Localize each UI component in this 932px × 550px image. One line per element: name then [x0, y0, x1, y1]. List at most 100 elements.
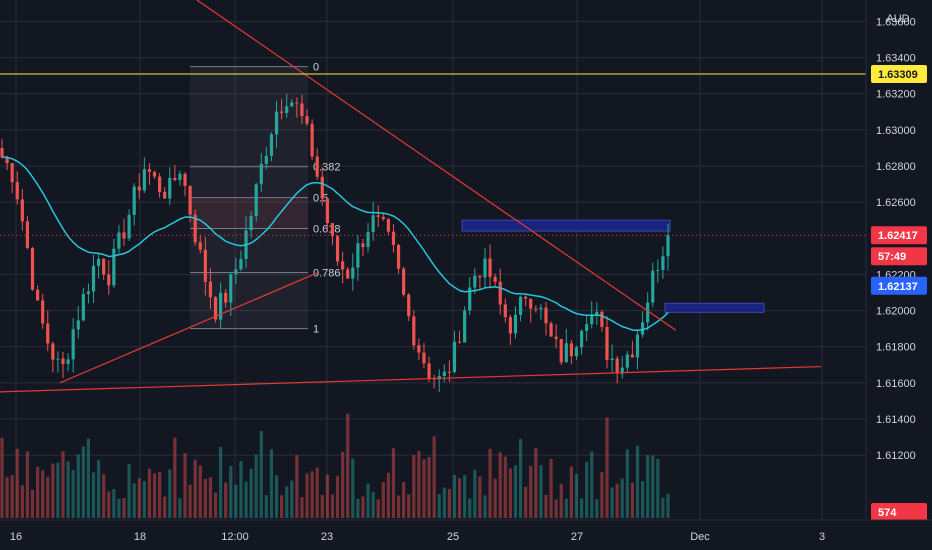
candle-body[interactable]: [254, 184, 258, 217]
descending-resistance[interactable]: [196, 0, 677, 331]
candle-body[interactable]: [91, 265, 96, 292]
candle-body[interactable]: [213, 297, 218, 320]
candle-body[interactable]: [356, 243, 360, 268]
candle-body[interactable]: [513, 314, 518, 334]
candle-body[interactable]: [76, 320, 80, 330]
candle-body[interactable]: [163, 191, 167, 199]
candle-body[interactable]: [422, 352, 426, 364]
candle-body[interactable]: [346, 269, 350, 279]
candle-body[interactable]: [325, 198, 329, 224]
candle-body[interactable]: [407, 294, 411, 317]
candle-body[interactable]: [30, 248, 35, 290]
candle-body[interactable]: [219, 292, 223, 320]
candle-body[interactable]: [274, 111, 279, 135]
candle-body[interactable]: [666, 235, 670, 257]
candle-body[interactable]: [178, 173, 182, 180]
candle-body[interactable]: [661, 256, 665, 271]
fibonacci-retracement[interactable]: 0 0.382 0.5 0.618 0.786 1: [190, 62, 341, 336]
candle-body[interactable]: [269, 134, 274, 156]
candle-body[interactable]: [229, 274, 233, 303]
candle-body[interactable]: [386, 219, 390, 232]
candle-body[interactable]: [35, 289, 40, 301]
candle-body[interactable]: [544, 307, 548, 324]
candle-body[interactable]: [452, 341, 457, 372]
ascending-support[interactable]: [59, 272, 319, 384]
candle-body[interactable]: [427, 363, 431, 379]
candle-body[interactable]: [366, 232, 370, 248]
candle-body[interactable]: [651, 270, 655, 303]
candle-body[interactable]: [508, 317, 512, 334]
candle-body[interactable]: [112, 248, 116, 286]
candle-body[interactable]: [620, 367, 624, 374]
candles[interactable]: [0, 93, 670, 393]
candle-body[interactable]: [147, 169, 152, 172]
time-scale[interactable]: 16 18 12:00 23 25 27 Dec 3: [0, 519, 932, 550]
candle-body[interactable]: [457, 341, 462, 343]
candle-body[interactable]: [559, 339, 563, 363]
candle-body[interactable]: [10, 163, 14, 183]
candle-body[interactable]: [371, 215, 375, 233]
candle-body[interactable]: [188, 185, 192, 215]
candle-body[interactable]: [310, 123, 314, 157]
candle-body[interactable]: [554, 336, 558, 340]
candle-body[interactable]: [361, 243, 365, 248]
candle-body[interactable]: [71, 329, 75, 360]
candle-body[interactable]: [158, 176, 162, 192]
candle-body[interactable]: [152, 171, 157, 177]
candle-body[interactable]: [549, 323, 553, 337]
candle-body[interactable]: [290, 102, 294, 107]
candle-body[interactable]: [615, 358, 619, 374]
candle-body[interactable]: [463, 310, 467, 343]
candle-body[interactable]: [81, 293, 85, 321]
candle-body[interactable]: [391, 231, 396, 245]
candle-body[interactable]: [20, 199, 24, 222]
candle-body[interactable]: [132, 186, 136, 215]
candle-body[interactable]: [468, 287, 472, 311]
candle-body[interactable]: [341, 261, 345, 270]
candle-body[interactable]: [442, 371, 446, 376]
candle-body[interactable]: [198, 242, 202, 250]
candle-body[interactable]: [305, 116, 309, 124]
candle-body[interactable]: [595, 311, 599, 315]
candle-body[interactable]: [315, 156, 319, 177]
candle-body[interactable]: [335, 236, 340, 262]
candle-body[interactable]: [208, 281, 213, 298]
candle-body[interactable]: [295, 102, 299, 104]
candle-body[interactable]: [646, 302, 650, 323]
candle-body[interactable]: [96, 258, 101, 266]
candle-body[interactable]: [640, 322, 645, 335]
candle-body[interactable]: [564, 343, 568, 363]
candle-body[interactable]: [600, 311, 604, 327]
candle-body[interactable]: [173, 177, 177, 180]
candle-body[interactable]: [503, 304, 507, 318]
candle-body[interactable]: [493, 276, 497, 282]
candle-body[interactable]: [56, 358, 60, 360]
candle-body[interactable]: [41, 300, 45, 324]
candle-body[interactable]: [579, 330, 584, 348]
candle-body[interactable]: [86, 291, 91, 294]
candle-body[interactable]: [234, 269, 238, 275]
candle-body[interactable]: [483, 258, 487, 278]
candle-body[interactable]: [300, 103, 304, 117]
candle-body[interactable]: [15, 182, 19, 200]
candle-body[interactable]: [447, 371, 451, 373]
candle-body[interactable]: [605, 326, 609, 360]
candle-body[interactable]: [5, 157, 9, 164]
candle-body[interactable]: [127, 214, 131, 239]
supply-zone[interactable]: [461, 219, 671, 232]
demand-zone[interactable]: [664, 302, 765, 313]
zones[interactable]: [461, 219, 765, 313]
candle-body[interactable]: [478, 275, 482, 278]
candle-body[interactable]: [259, 163, 263, 185]
candle-body[interactable]: [285, 106, 289, 113]
candle-body[interactable]: [142, 169, 146, 191]
candle-body[interactable]: [534, 308, 538, 310]
candle-body[interactable]: [25, 221, 30, 249]
candle-body[interactable]: [351, 267, 355, 279]
candle-body[interactable]: [280, 111, 284, 113]
candle-body[interactable]: [610, 358, 614, 360]
candle-body[interactable]: [264, 155, 268, 164]
candle-body[interactable]: [498, 281, 502, 305]
candle-body[interactable]: [249, 216, 253, 231]
